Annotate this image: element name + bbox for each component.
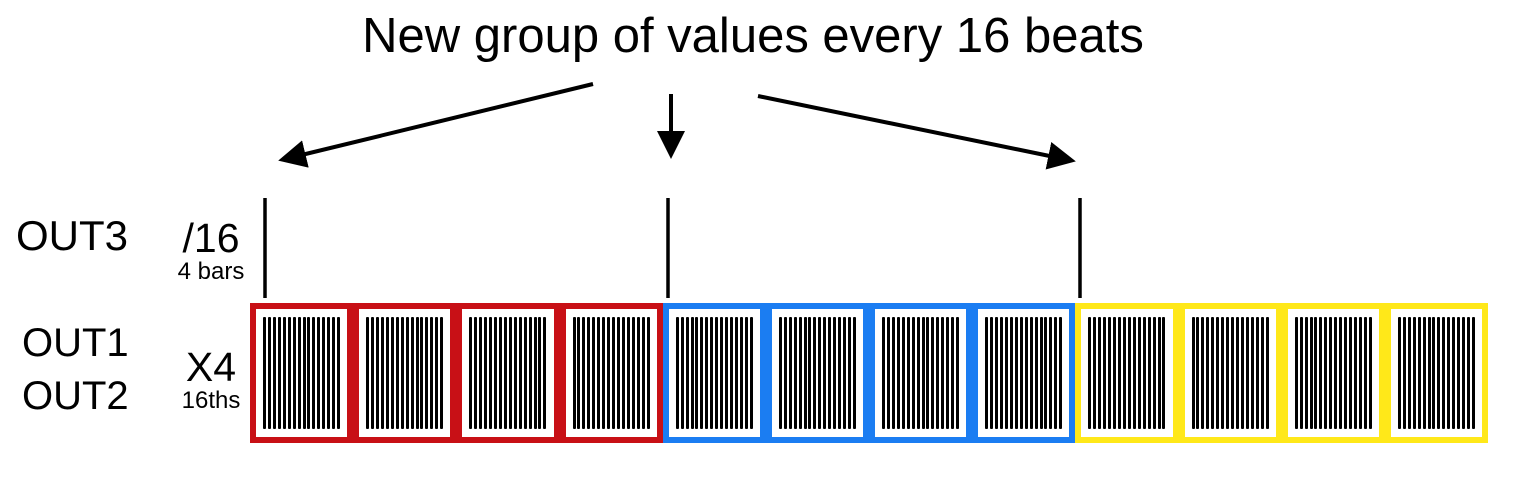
bar-row [250, 303, 1489, 443]
bar-box-group-1-red-4 [559, 303, 663, 443]
bar-box-group-3-yellow-1 [1075, 303, 1179, 443]
sixteenth-note-stripes [359, 317, 450, 429]
diagram-title: New group of values every 16 beats [362, 9, 1144, 63]
sixteenth-note-stripes [1288, 317, 1379, 429]
bar-box-group-2-blue-4 [972, 303, 1076, 443]
out3-rate-value: /16 [182, 215, 240, 261]
out2-label: OUT2 [22, 374, 129, 418]
sixteenth-note-stripes [1185, 317, 1276, 429]
bar-box-group-3-yellow-2 [1178, 303, 1282, 443]
out1-label: OUT1 [22, 321, 129, 365]
sixteenth-note-stripes [875, 317, 966, 429]
out12-rate: X4 16ths [158, 345, 264, 413]
sixteenth-note-stripes [772, 317, 863, 429]
bar-box-group-1-red-1 [250, 303, 354, 443]
out3-rate: /16 4 bars [158, 216, 264, 284]
bar-box-group-2-blue-2 [765, 303, 870, 443]
sixteenth-note-stripes [1081, 317, 1172, 429]
arrow-to-group1-icon [278, 82, 594, 168]
bar-box-group-1-red-2 [353, 303, 457, 443]
bar-box-group-2-blue-1 [662, 303, 766, 443]
out3-rate-note: 4 bars [177, 258, 245, 285]
sixteenth-note-stripes [462, 317, 553, 429]
out12-labels: OUT1 OUT2 [22, 317, 129, 423]
sixteenth-note-stripes [566, 317, 657, 429]
arrow-to-group3-icon [757, 94, 1076, 170]
sixteenth-note-stripes [256, 317, 347, 429]
sixteenth-note-stripes [669, 317, 760, 429]
bar-box-group-3-yellow-3 [1281, 303, 1385, 443]
out12-rate-note: 16ths [181, 387, 241, 414]
bar-box-group-3-yellow-4 [1384, 303, 1489, 443]
sixteenth-note-stripes [978, 317, 1069, 429]
out12-rate-value: X4 [185, 344, 237, 390]
out3-label: OUT3 [16, 212, 129, 259]
bar-box-group-1-red-3 [456, 303, 560, 443]
bar-box-group-2-blue-3 [869, 303, 973, 443]
sixteenth-note-stripes [1391, 317, 1482, 429]
